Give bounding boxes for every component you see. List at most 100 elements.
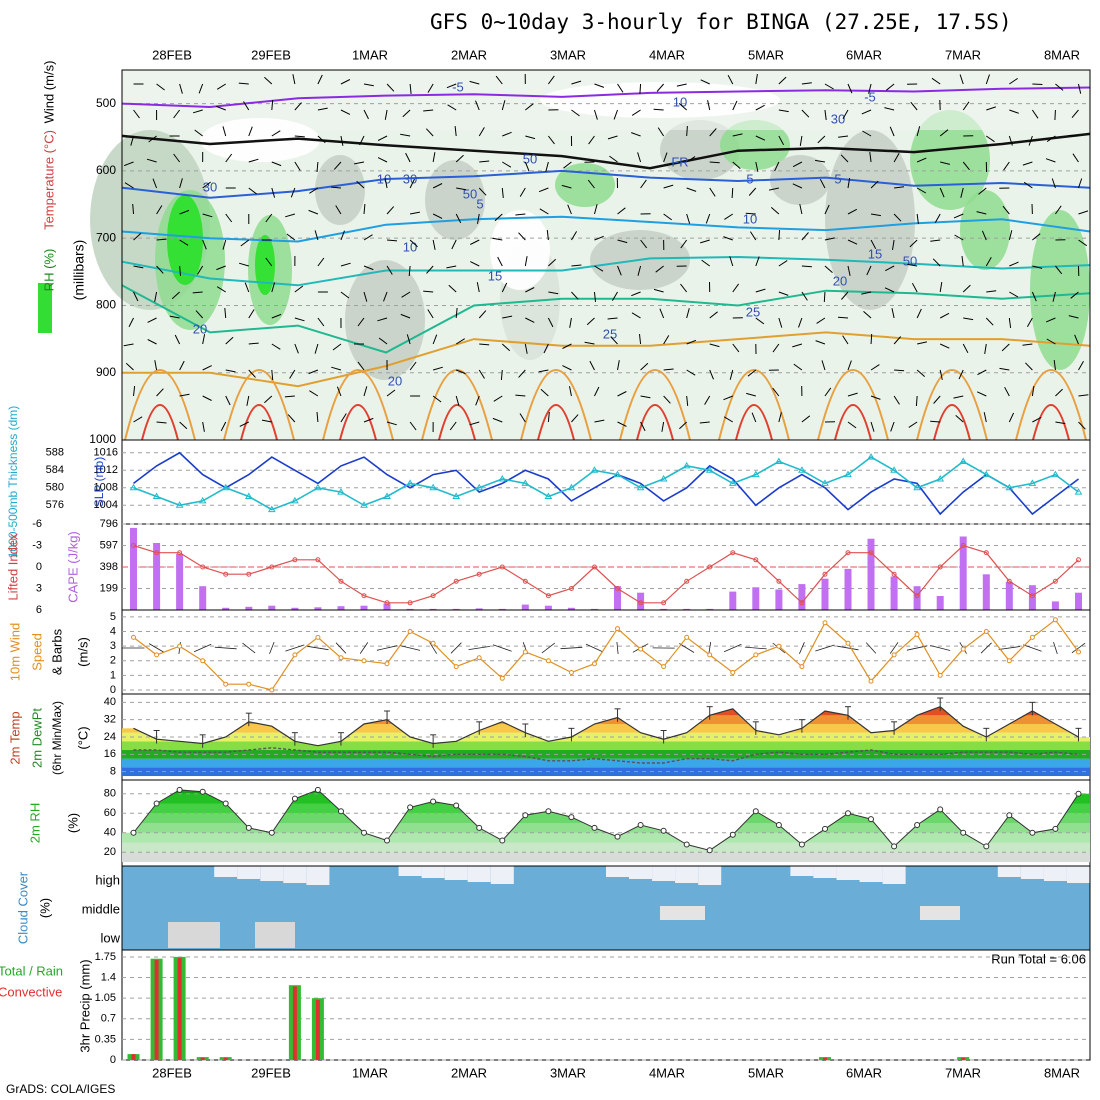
cape-bar (775, 589, 783, 610)
wind-barb (561, 184, 572, 189)
cloud-layer-label: middle (82, 901, 120, 916)
wind-barb (427, 83, 434, 93)
wind-barb (519, 187, 526, 197)
wind-barb (939, 282, 943, 293)
wind-barb (700, 79, 710, 85)
wind-barb (406, 334, 411, 345)
wind-barb (1077, 83, 1082, 94)
wind-barb (261, 419, 272, 423)
wind-speed-point (868, 678, 874, 684)
time-label-bottom: 3MAR (550, 1065, 586, 1080)
wind-barb (271, 369, 274, 381)
wind-barb (686, 156, 696, 163)
wind-speed-point (338, 655, 344, 661)
wind-barb (363, 83, 374, 87)
wind-barb (1009, 261, 1019, 267)
wind-barb (524, 343, 528, 354)
lifted-index-point (223, 571, 229, 577)
wind-barb (376, 645, 398, 651)
thickness-point (936, 475, 945, 482)
wind-barb (819, 178, 826, 189)
isotherm-warm (817, 369, 889, 441)
contour-label: 10 (403, 239, 417, 254)
cape-bar (729, 591, 737, 610)
wind-barb (986, 135, 995, 143)
time-label-top: 6MAR (846, 47, 882, 62)
wind-barb (686, 308, 690, 319)
wind-barb (1055, 83, 1064, 91)
wind-barb (837, 645, 859, 651)
cloud-unit-label: (%) (37, 898, 52, 918)
wind-barb (613, 109, 618, 120)
wind-barb (359, 642, 369, 654)
wind-barb (1052, 291, 1056, 302)
wind-barb (700, 239, 710, 244)
wind-barb (609, 155, 618, 163)
wind-speed-point (891, 652, 897, 658)
wind-barb (847, 83, 853, 94)
wind-barb (847, 392, 858, 397)
time-label-bottom: 4MAR (649, 1065, 685, 1080)
wind-barb (709, 161, 720, 164)
wind-barb (907, 263, 918, 267)
wind-barb (611, 291, 618, 301)
cape-bar (245, 606, 253, 610)
temperature-tick-label: 40 (104, 696, 116, 708)
wind-barb (778, 317, 783, 328)
temperature-axis-label-1: 2m Temp (7, 711, 22, 764)
wind-barb (778, 412, 782, 423)
lifted-index-tick-label: -3 (32, 539, 42, 551)
run-total-label: Run Total = 6.06 (991, 951, 1086, 966)
wind-barb (202, 334, 206, 345)
wind-barb (617, 265, 622, 276)
wind-barb (930, 239, 941, 242)
thickness-point (982, 470, 991, 478)
wind-barb (792, 161, 803, 168)
wind-barb (400, 133, 411, 137)
wind-barb (363, 109, 369, 120)
series-line (133, 456, 1079, 511)
isotherm-line (121, 255, 1091, 287)
cloud-high-gap (1067, 866, 1090, 883)
wind-barb (524, 161, 530, 172)
wind-barb (1054, 109, 1056, 121)
slp-tick-label: 1004 (94, 499, 118, 511)
cape-bar (176, 553, 184, 610)
thickness-point (798, 466, 806, 473)
cloud-high-gap (675, 866, 699, 883)
wind-barb (386, 206, 395, 215)
time-label-top: 28FEB (152, 47, 192, 62)
wind-barb (976, 211, 987, 215)
wind-barb (1055, 265, 1063, 275)
wind-barb (192, 109, 203, 114)
wind-barb (518, 369, 526, 378)
wind-barb (910, 101, 918, 111)
rh-tick-label: 20 (104, 846, 116, 858)
wind-barb (774, 161, 780, 172)
temperature-tick-label: 16 (104, 748, 116, 760)
wind-barb (130, 135, 135, 146)
wind-barb (377, 157, 388, 163)
wind-barb (1046, 317, 1056, 323)
contour-label: 5 (476, 196, 483, 211)
dewpoint-line (133, 747, 1079, 764)
precip-tick-label: 0 (110, 1054, 116, 1066)
wind-barb (778, 76, 787, 85)
wind-speed-point (476, 655, 482, 661)
isotherm-warm (322, 369, 394, 441)
wind-barb (584, 341, 595, 345)
wind-barb (755, 161, 759, 172)
wind-barb (524, 256, 528, 267)
wind-barb (963, 317, 974, 321)
wind-barb (179, 178, 183, 189)
wind-barb (837, 316, 849, 319)
wind-barb (749, 231, 757, 241)
wind-barb (961, 256, 964, 267)
wind-barb (824, 237, 835, 241)
time-label-bottom: 7MAR (945, 1065, 981, 1080)
wind-barb (242, 642, 256, 654)
wind-barb (269, 641, 275, 655)
wind-barb (307, 645, 329, 651)
precip-tick-label: 1.75 (95, 951, 116, 963)
wind-barb (202, 365, 212, 371)
